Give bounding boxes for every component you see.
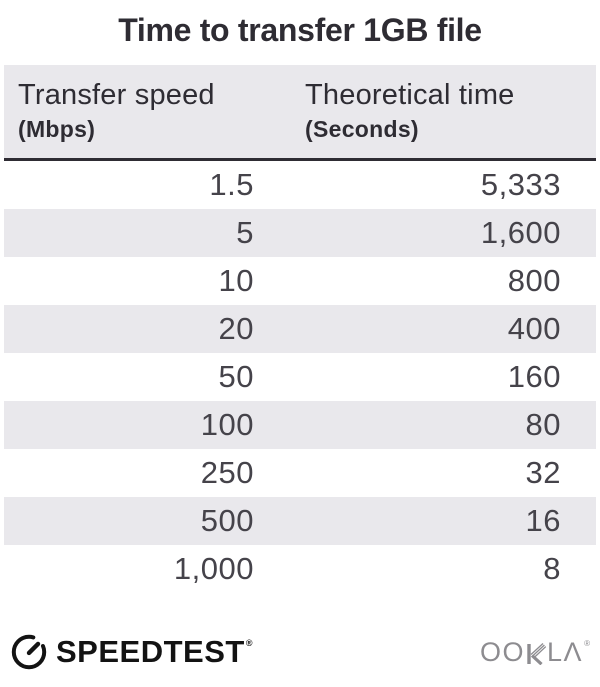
time-cell: 16	[525, 503, 561, 538]
speed-cell: 100	[200, 407, 254, 442]
time-cell: 5,333	[480, 167, 561, 202]
page-title: Time to transfer 1GB file	[118, 12, 482, 48]
transfer-time-table: Transfer speed (Mbps) Theoretical time (…	[4, 65, 596, 593]
table-row: 500 16	[4, 497, 596, 545]
ookla-wordmark-right: LΛ	[547, 636, 584, 667]
speedtest-logo: SPEEDTEST ®	[10, 632, 252, 672]
time-cell: 160	[507, 359, 561, 394]
table-row: 20 400	[4, 305, 596, 353]
time-cell: 8	[543, 551, 561, 586]
time-cell: 1,600	[480, 215, 561, 250]
ookla-wordmark-left: OO	[480, 636, 526, 667]
registered-trademark-icon: ®	[584, 638, 590, 648]
table-row: 1.5 5,333	[4, 161, 596, 209]
table-row: 1,000 8	[4, 545, 596, 593]
table-row: 50 160	[4, 353, 596, 401]
registered-trademark-icon: ®	[245, 638, 253, 648]
table-row: 250 32	[4, 449, 596, 497]
footer: SPEEDTEST ® OO LΛ ®	[0, 628, 600, 676]
ookla-logo: OO LΛ ®	[480, 636, 590, 667]
speed-cell: 250	[200, 455, 254, 490]
time-cell: 32	[525, 455, 561, 490]
column-unit: (Seconds)	[305, 116, 419, 142]
ookla-k-icon	[527, 642, 547, 665]
speedtest-wordmark: SPEEDTEST	[56, 634, 245, 669]
speed-cell: 50	[218, 359, 254, 394]
column-header-transfer-speed: Transfer speed (Mbps)	[4, 78, 256, 144]
table-row: 100 80	[4, 401, 596, 449]
speed-cell: 1.5	[209, 167, 254, 202]
speed-cell: 1,000	[173, 551, 254, 586]
column-unit: (Mbps)	[18, 116, 96, 142]
table-body: 1.5 5,333 5 1,600 10 800 20 400 50 160 1…	[4, 161, 596, 593]
time-cell: 800	[507, 263, 561, 298]
speed-cell: 10	[218, 263, 254, 298]
table-row: 5 1,600	[4, 209, 596, 257]
table-header-row: Transfer speed (Mbps) Theoretical time (…	[4, 65, 596, 161]
speed-cell: 500	[200, 503, 254, 538]
speedtest-gauge-icon	[11, 634, 47, 670]
time-cell: 80	[525, 407, 561, 442]
column-label: Theoretical time	[305, 79, 515, 111]
speed-cell: 5	[236, 215, 254, 250]
speed-cell: 20	[218, 311, 254, 346]
table-row: 10 800	[4, 257, 596, 305]
time-cell: 400	[507, 311, 561, 346]
column-header-theoretical-time: Theoretical time (Seconds)	[256, 78, 596, 144]
infographic-page: { "title": "Time to transfer 1GB file", …	[0, 10, 600, 687]
column-label: Transfer speed	[18, 79, 215, 111]
